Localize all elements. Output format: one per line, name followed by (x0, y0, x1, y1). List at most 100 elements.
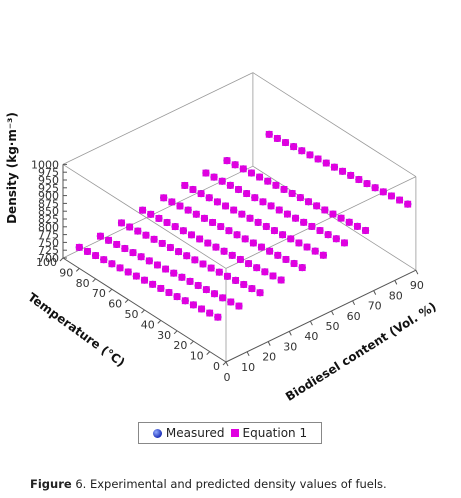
equation-point (126, 223, 134, 231)
equation-point (355, 176, 363, 183)
y-tick-label: 30 (283, 340, 297, 353)
equation-point (235, 302, 243, 310)
y-tick-label: 90 (410, 279, 424, 292)
equation-point (232, 276, 239, 284)
equation-point (305, 198, 312, 206)
legend-item-equation: Equation 1 (230, 426, 308, 440)
equation-point (331, 163, 338, 171)
equation-point (258, 243, 265, 251)
equation-point (184, 206, 192, 214)
legend: Measured Equation 1 (138, 422, 322, 444)
x-tick-mark (190, 340, 194, 345)
caption-figure-number: 6. (75, 477, 87, 491)
y-tick-label: 70 (368, 300, 382, 313)
equation-point (190, 301, 197, 309)
equation-point (339, 167, 346, 175)
equation-point (226, 181, 234, 189)
x-tick-mark (108, 288, 113, 293)
z-tick-label: 775 (38, 229, 59, 242)
x-tick-label: 60 (108, 298, 122, 311)
equation-point (158, 240, 166, 247)
equation-point (167, 244, 174, 251)
equation-point (272, 181, 280, 189)
z-tick-label: 750 (38, 236, 59, 249)
equation-point (324, 231, 332, 239)
legend-label-equation: Equation 1 (242, 426, 308, 440)
equation-point (262, 223, 270, 230)
equation-point (150, 235, 158, 243)
y-tick-mark (415, 269, 419, 275)
equation-point (264, 177, 272, 185)
equation-point (261, 268, 269, 276)
equation-point (199, 260, 207, 268)
equation-point (100, 256, 108, 264)
equation-point (362, 227, 369, 234)
equation-point (108, 260, 116, 268)
equation-point (292, 214, 299, 222)
x-tick-label: 20 (173, 339, 187, 352)
y-tick-label: 60 (347, 310, 361, 323)
equation-point (204, 239, 212, 247)
y-tick-mark (225, 361, 229, 367)
equation-point (256, 289, 264, 297)
x-tick-label: 10 (190, 350, 204, 363)
y-tick-label: 50 (326, 320, 340, 333)
equation-point (332, 235, 340, 243)
x-tick-mark (222, 361, 227, 366)
equation-point (160, 194, 168, 202)
equation-point (267, 202, 275, 210)
equation-point (165, 289, 173, 296)
equation-point (254, 218, 262, 226)
back-bottom-edge-2 (252, 165, 417, 271)
equation-point (319, 251, 327, 259)
x-tick-label: 90 (59, 266, 73, 279)
equation-point (243, 190, 251, 197)
equation-point (116, 264, 124, 272)
equation-point (118, 219, 125, 227)
biodiesel-axis-line (225, 269, 417, 363)
equation-point (92, 252, 99, 259)
x-tick-mark (157, 320, 162, 324)
equation-point (163, 219, 171, 226)
equation-point (194, 282, 202, 289)
equation-point (303, 243, 311, 251)
equation-point (205, 194, 213, 202)
y-tick-label: 10 (241, 361, 255, 374)
y-tick-label: 0 (224, 371, 231, 384)
equation-point (214, 198, 221, 206)
equation-point (306, 151, 314, 159)
equation-point (210, 173, 218, 181)
equation-point (105, 236, 112, 244)
top-edge-left (62, 164, 227, 269)
equation-point (298, 147, 306, 155)
y-tick-mark (373, 290, 377, 295)
equation-point (162, 265, 169, 273)
x-tick-label: 50 (125, 308, 139, 321)
equation-point (154, 261, 161, 269)
equation-point (219, 294, 227, 302)
equation-point (347, 172, 355, 179)
equation-point (238, 210, 246, 218)
equation-point (124, 268, 132, 276)
x-tick-mark (92, 278, 96, 283)
equation-point (341, 239, 348, 247)
y-tick-label: 20 (262, 351, 276, 364)
x-tick-mark (59, 257, 64, 262)
equation-point (240, 281, 248, 288)
equation-point (147, 210, 155, 218)
equation-point (75, 243, 83, 251)
equation-point (329, 210, 337, 218)
equation-point (212, 243, 220, 251)
y-tick-mark (267, 341, 271, 346)
equation-point (237, 256, 244, 263)
z-tick-label: 875 (38, 197, 59, 210)
equation-point (217, 223, 225, 230)
equation-point (179, 227, 187, 235)
y-tick-mark (394, 280, 398, 285)
equation-point (282, 256, 290, 263)
equation-point (308, 223, 316, 230)
equation-point (279, 231, 286, 239)
equation-point (142, 231, 150, 239)
equation-point (223, 157, 231, 165)
equation-point (231, 161, 239, 169)
